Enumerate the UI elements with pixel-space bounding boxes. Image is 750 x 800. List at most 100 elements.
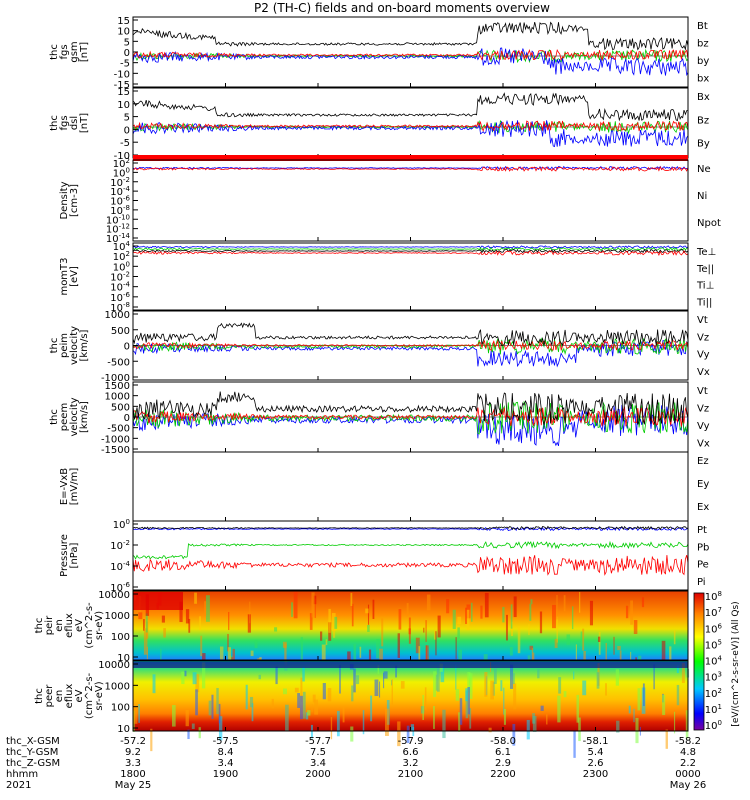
spectrogram-texture xyxy=(383,671,388,679)
y-tick-label: 100 xyxy=(111,632,130,643)
y-tick-label: 1500 xyxy=(105,381,130,392)
legend-entry: Pi xyxy=(697,577,706,588)
x-tick-label: -57.5 xyxy=(213,736,239,747)
spectrogram-texture xyxy=(510,621,514,636)
spectrogram-texture xyxy=(271,698,274,709)
spectrogram-texture xyxy=(227,647,231,667)
legend-entry: Ex xyxy=(697,502,709,513)
colorbar-tick-label: 102 xyxy=(705,687,722,700)
spectrogram-texture xyxy=(457,616,462,625)
spectrogram-texture xyxy=(532,713,536,724)
spectrogram-texture xyxy=(455,689,460,701)
spectrogram-texture xyxy=(589,600,594,626)
spectrogram-texture xyxy=(540,705,544,711)
x-axis-row-label: thc_Z-GSM xyxy=(6,758,60,769)
y-tick-label: 0 xyxy=(124,125,130,136)
spectrogram-texture xyxy=(465,688,468,702)
spectrogram-texture xyxy=(285,704,289,732)
y-axis-label: momT3 xyxy=(59,257,70,295)
spectrogram-texture xyxy=(669,646,672,666)
spectrogram-texture xyxy=(398,609,402,630)
spectrogram-texture xyxy=(433,628,436,640)
y-axis-label: en xyxy=(54,619,65,632)
x-tick-label: 7.5 xyxy=(310,747,326,758)
spectrogram-texture xyxy=(201,662,206,689)
spectrogram-texture xyxy=(199,616,202,631)
spectrogram-texture xyxy=(573,671,575,680)
spectrogram-texture xyxy=(385,708,389,736)
spectrogram-texture xyxy=(146,646,148,660)
spectrogram-texture xyxy=(457,627,460,639)
spectrogram-texture xyxy=(274,627,278,632)
spectrogram-texture xyxy=(202,653,206,662)
spectrogram-texture xyxy=(150,728,153,752)
spectrogram-texture xyxy=(379,681,381,698)
spectrogram-texture xyxy=(211,694,214,719)
y-axis-label: thc xyxy=(49,409,60,425)
spectrogram-texture xyxy=(218,703,221,724)
spectrogram-texture xyxy=(582,628,585,651)
legend-entry: By xyxy=(697,139,710,150)
y-axis-label: [km/s] xyxy=(79,329,90,361)
y-axis-label: Pressure xyxy=(59,534,70,577)
spectrogram-texture xyxy=(333,628,336,638)
y-tick-label: 5 xyxy=(124,113,130,124)
legend-entry: Te⊥ xyxy=(696,247,716,258)
spectrogram-texture xyxy=(563,595,566,612)
spectrogram-texture xyxy=(309,613,313,630)
spectrogram-band xyxy=(133,592,183,610)
legend-entry: Vz xyxy=(697,332,709,343)
spectrogram-texture xyxy=(294,687,299,693)
y-axis-label: sr-eV) xyxy=(94,611,105,640)
spectrogram-texture xyxy=(493,665,497,684)
legend-entry: Vx xyxy=(697,367,710,378)
spectrogram-texture xyxy=(314,598,316,618)
x-axis-row-label: thc_X-GSM xyxy=(6,736,60,747)
spectrogram-texture xyxy=(283,688,287,695)
spectrogram-texture xyxy=(284,643,287,669)
y-axis-label: [mV/m] xyxy=(69,468,80,506)
x-tick-label: 9.2 xyxy=(125,747,141,758)
y-tick-label: 10000 xyxy=(98,660,130,671)
spectrogram-texture xyxy=(630,651,632,664)
spectrogram-texture xyxy=(391,679,393,705)
legend-entry: bz xyxy=(697,39,709,50)
spectrogram-texture xyxy=(200,635,203,657)
spectrogram-texture xyxy=(539,611,543,634)
spectrogram-texture xyxy=(529,645,534,650)
x-tick-label: 2100 xyxy=(398,769,423,780)
y-tick-label: 500 xyxy=(111,402,130,413)
y-axis-label: (cm^2-s- xyxy=(84,672,95,719)
y-axis-label: thc xyxy=(34,688,45,704)
y-axis-label: [nT] xyxy=(79,113,90,133)
y-tick-label: -500 xyxy=(107,357,130,368)
spectrogram-texture xyxy=(275,666,278,685)
spectrogram-texture xyxy=(390,680,393,686)
panel-fgs-dsl: thc fgs dsl [nT] 15 10 50 -5 -10 Bx Bz By xyxy=(49,87,710,162)
colorbar-tick-label: 106 xyxy=(705,622,723,635)
spectrogram-texture xyxy=(300,677,303,703)
y-tick-label: 100 xyxy=(111,703,130,714)
spectrogram-texture xyxy=(383,672,385,689)
x-tick-label: 2.6 xyxy=(588,758,604,769)
spectrogram-texture xyxy=(557,695,561,723)
legend-entry: Vx xyxy=(697,439,710,450)
spectrogram-texture xyxy=(531,648,534,664)
y-tick-label: -5 xyxy=(120,138,130,149)
spectrogram-texture xyxy=(554,638,558,648)
spectrogram-texture xyxy=(370,695,373,722)
spectrogram-texture xyxy=(488,727,492,733)
spectrogram-texture xyxy=(425,645,429,668)
spectrogram-texture xyxy=(613,636,615,655)
spectrogram-texture xyxy=(179,601,183,623)
spectrogram-texture xyxy=(625,605,629,619)
spectrogram-texture xyxy=(578,717,581,742)
series-line xyxy=(132,554,689,576)
y-axis-label: (cm^2-s- xyxy=(84,602,95,649)
x-tick-label: 1900 xyxy=(213,769,238,780)
series-line xyxy=(132,322,689,347)
spectrogram-texture xyxy=(556,616,558,643)
x-tick-label: 3.4 xyxy=(218,758,234,769)
